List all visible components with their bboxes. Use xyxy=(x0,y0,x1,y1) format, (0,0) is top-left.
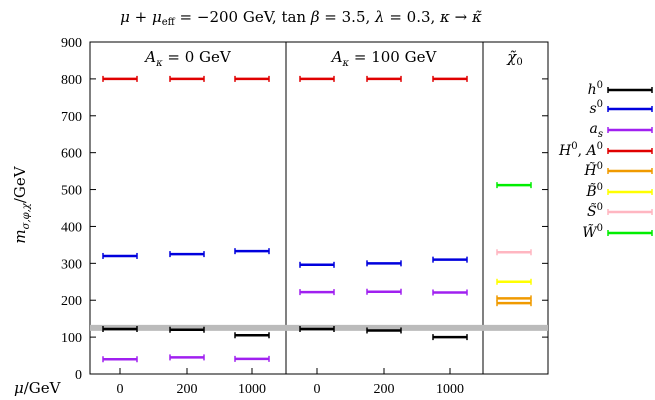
y-tick-label-300: 300 xyxy=(61,257,82,272)
mark-H0A0-0 xyxy=(102,75,138,82)
mark-s0-3 xyxy=(299,261,335,268)
mark-s0-1 xyxy=(169,251,205,258)
mark-as-3 xyxy=(299,289,335,296)
plot-frame xyxy=(89,41,549,375)
y-tick-label-900: 900 xyxy=(61,36,82,51)
mark-B0-0 xyxy=(496,278,532,285)
panel-title-a-kappa-100: Aκ = 100 GeV xyxy=(330,48,438,69)
mark-h0-1 xyxy=(169,326,205,333)
mark-h0-5 xyxy=(432,334,468,341)
legend: h0 s0 as H0, A0 H̃0 B̃0 S̃0 W̃0 xyxy=(558,80,653,241)
svg-text:H0, A0: H0, A0 xyxy=(558,141,603,159)
svg-text:B̃0: B̃0 xyxy=(585,182,603,200)
y-tick-label-800: 800 xyxy=(61,73,82,88)
svg-text:H̃0: H̃0 xyxy=(583,161,603,179)
plot-border xyxy=(89,41,549,375)
mark-H0-0 xyxy=(496,295,532,302)
svg-text:s0: s0 xyxy=(589,99,603,117)
mark-H0A0-2 xyxy=(234,75,270,82)
panel-title-neutralino: χ̃0 xyxy=(506,48,522,68)
chart-title: μ + μeff = −200 GeV, tan β = 3.5, λ = 0.… xyxy=(120,8,482,28)
mark-as-0 xyxy=(102,356,138,363)
legend-entry-Btilde0: B̃0 xyxy=(585,182,653,200)
mark-H0A0-4 xyxy=(366,75,402,82)
legend-entry-s0: s0 xyxy=(589,99,653,117)
y-tick-label-700: 700 xyxy=(61,110,82,125)
y-tick-label-400: 400 xyxy=(61,220,82,235)
legend-entry-Wtilde0: W̃0 xyxy=(582,223,653,241)
mark-as-4 xyxy=(366,288,402,295)
mark-as-1 xyxy=(169,354,205,361)
y-tick-label-500: 500 xyxy=(61,184,82,199)
mark-W0-0 xyxy=(496,182,532,189)
mark-s0-4 xyxy=(366,260,402,267)
mark-H0A0-3 xyxy=(299,75,335,82)
mark-as-2 xyxy=(234,355,270,362)
mark-h0-0 xyxy=(102,325,138,332)
x-tick-label-p1-1000: 1000 xyxy=(436,382,464,397)
mark-h0-2 xyxy=(234,332,270,339)
x-axis-label: μ/GeV xyxy=(14,379,62,397)
svg-text:mσ,φ,χ/GeV: mσ,φ,χ/GeV xyxy=(11,165,32,243)
mark-H0-1 xyxy=(496,300,532,307)
mark-s0-2 xyxy=(234,248,270,255)
mark-as-5 xyxy=(432,289,468,296)
y-axis-label: mσ,φ,χ/GeV xyxy=(11,165,32,243)
svg-text:S̃0: S̃0 xyxy=(587,202,603,220)
legend-entry-Htilde0: H̃0 xyxy=(583,161,653,179)
legend-entry-h0: h0 xyxy=(588,80,653,98)
panel-title-a-kappa-0: Aκ = 0 GeV xyxy=(143,48,232,69)
mark-s0-0 xyxy=(102,252,138,259)
mark-H0A0-5 xyxy=(432,75,468,82)
mark-h0-3 xyxy=(299,325,335,332)
y-axis-ticks: 0 100 200 300 400 500 600 700 800 900 xyxy=(61,36,548,383)
mark-h0-4 xyxy=(366,327,402,334)
legend-entry-H0-A0: H0, A0 xyxy=(558,141,653,159)
x-axis-ticks: 0 200 1000 0 200 1000 xyxy=(117,368,464,397)
x-tick-label-p0-1000: 1000 xyxy=(238,382,266,397)
y-tick-label-100: 100 xyxy=(61,331,82,346)
svg-text:h0: h0 xyxy=(588,80,603,98)
mark-s0-5 xyxy=(432,256,468,263)
x-tick-label-p0-200: 200 xyxy=(177,382,198,397)
y-tick-label-600: 600 xyxy=(61,147,82,162)
mark-S0-0 xyxy=(496,249,532,256)
data-marks xyxy=(102,75,532,363)
mark-H0A0-1 xyxy=(169,75,205,82)
x-tick-label-p1-0: 0 xyxy=(314,382,321,397)
y-tick-label-0: 0 xyxy=(75,368,82,383)
svg-text:W̃0: W̃0 xyxy=(582,223,603,241)
x-tick-label-p1-200: 200 xyxy=(374,382,395,397)
legend-entry-Stilde0: S̃0 xyxy=(587,202,653,220)
x-tick-label-p0-0: 0 xyxy=(117,382,124,397)
svg-text:as: as xyxy=(590,121,604,140)
y-tick-label-200: 200 xyxy=(61,294,82,309)
legend-entry-as: as xyxy=(590,121,653,140)
